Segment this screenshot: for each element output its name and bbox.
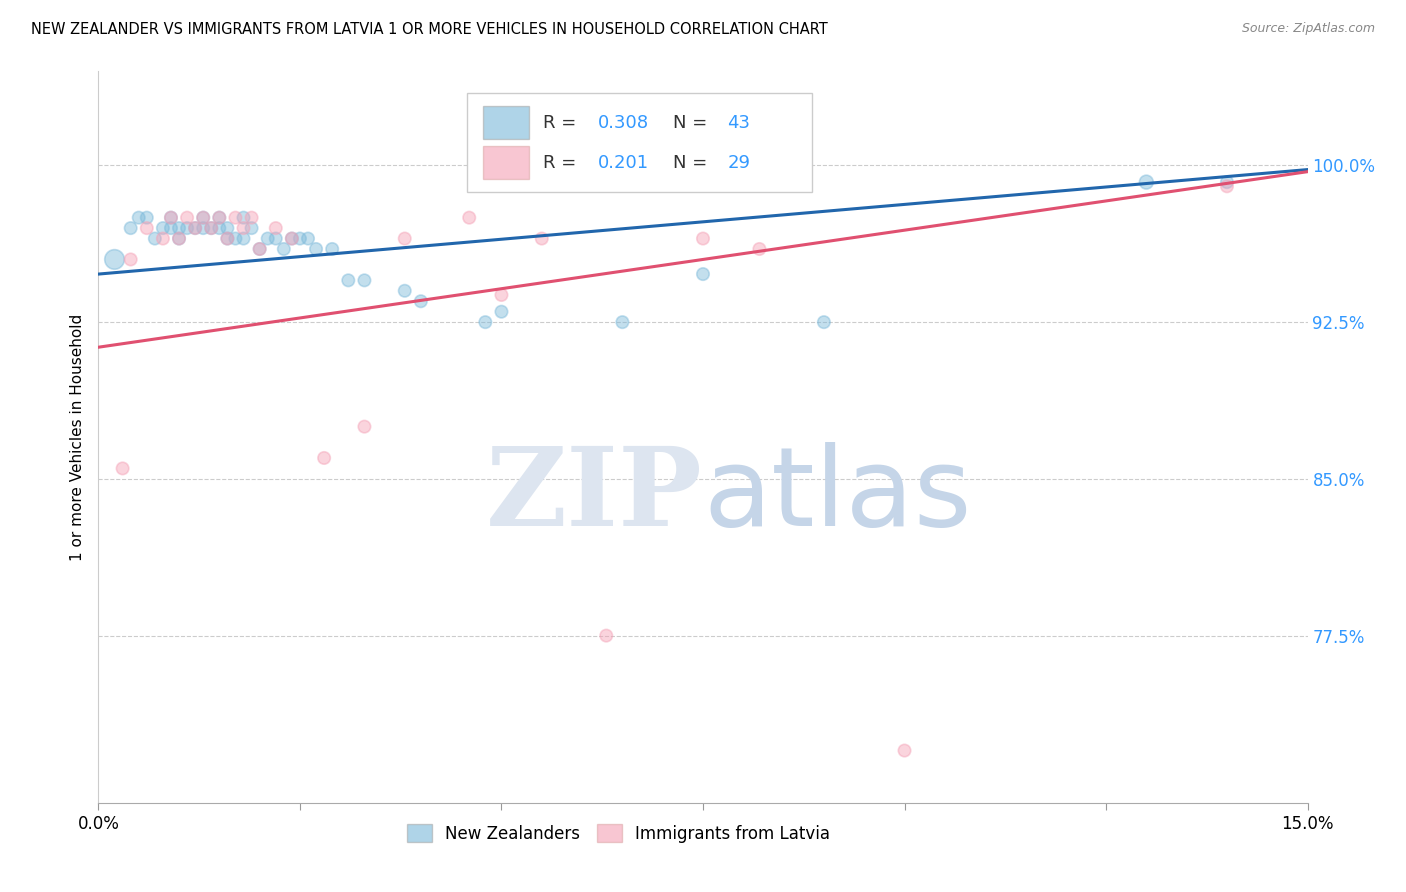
- Point: [224, 211, 246, 225]
- Point: [264, 221, 287, 235]
- Point: [135, 221, 157, 235]
- Point: [167, 231, 190, 245]
- Point: [240, 211, 263, 225]
- Point: [184, 221, 207, 235]
- Point: [1216, 175, 1239, 189]
- Point: [152, 221, 174, 235]
- Text: Source: ZipAtlas.com: Source: ZipAtlas.com: [1241, 22, 1375, 36]
- Point: [111, 461, 134, 475]
- Point: [297, 231, 319, 245]
- Text: 0.308: 0.308: [598, 114, 650, 132]
- Text: 29: 29: [727, 153, 751, 172]
- Point: [208, 221, 231, 235]
- Point: [491, 288, 513, 302]
- Point: [474, 315, 496, 329]
- Point: [458, 211, 481, 225]
- Point: [530, 231, 553, 245]
- Point: [217, 221, 239, 235]
- Point: [321, 242, 343, 256]
- Point: [748, 242, 770, 256]
- Point: [120, 252, 142, 267]
- Point: [1216, 179, 1239, 194]
- Y-axis label: 1 or more Vehicles in Household: 1 or more Vehicles in Household: [69, 313, 84, 561]
- Text: ZIP: ZIP: [486, 442, 703, 549]
- Point: [264, 231, 287, 245]
- Point: [893, 743, 915, 757]
- FancyBboxPatch shape: [482, 106, 529, 139]
- Point: [249, 242, 271, 256]
- Point: [612, 315, 634, 329]
- Text: R =: R =: [543, 153, 582, 172]
- Point: [232, 211, 254, 225]
- Point: [692, 231, 714, 245]
- Point: [232, 231, 254, 245]
- Point: [595, 629, 617, 643]
- Point: [240, 221, 263, 235]
- Point: [193, 211, 215, 225]
- Point: [120, 221, 142, 235]
- Point: [176, 221, 198, 235]
- Point: [208, 211, 231, 225]
- Point: [281, 231, 304, 245]
- Text: atlas: atlas: [703, 442, 972, 549]
- Point: [394, 231, 416, 245]
- Point: [353, 273, 375, 287]
- Point: [167, 231, 190, 245]
- Point: [305, 242, 328, 256]
- Point: [217, 231, 239, 245]
- Point: [409, 294, 432, 309]
- Point: [193, 221, 215, 235]
- Point: [1135, 175, 1157, 189]
- FancyBboxPatch shape: [482, 146, 529, 179]
- Point: [217, 231, 239, 245]
- Point: [692, 267, 714, 281]
- Point: [160, 211, 183, 225]
- Point: [143, 231, 166, 245]
- Point: [160, 211, 183, 225]
- Point: [491, 304, 513, 318]
- Point: [152, 231, 174, 245]
- Text: NEW ZEALANDER VS IMMIGRANTS FROM LATVIA 1 OR MORE VEHICLES IN HOUSEHOLD CORRELAT: NEW ZEALANDER VS IMMIGRANTS FROM LATVIA …: [31, 22, 828, 37]
- Point: [160, 221, 183, 235]
- Point: [353, 419, 375, 434]
- Point: [200, 221, 222, 235]
- Text: N =: N =: [672, 114, 713, 132]
- Point: [249, 242, 271, 256]
- Point: [208, 211, 231, 225]
- Text: N =: N =: [672, 153, 713, 172]
- Point: [281, 231, 304, 245]
- Point: [232, 221, 254, 235]
- Text: 0.201: 0.201: [598, 153, 650, 172]
- Point: [813, 315, 835, 329]
- Point: [273, 242, 295, 256]
- Text: R =: R =: [543, 114, 582, 132]
- Point: [288, 231, 311, 245]
- Point: [167, 221, 190, 235]
- FancyBboxPatch shape: [467, 94, 811, 192]
- Point: [224, 231, 246, 245]
- Point: [135, 211, 157, 225]
- Point: [314, 450, 336, 465]
- Point: [256, 231, 278, 245]
- Text: 43: 43: [727, 114, 751, 132]
- Legend: New Zealanders, Immigrants from Latvia: New Zealanders, Immigrants from Latvia: [401, 818, 837, 849]
- Point: [128, 211, 150, 225]
- Point: [337, 273, 360, 287]
- Point: [184, 221, 207, 235]
- Point: [176, 211, 198, 225]
- Point: [103, 252, 125, 267]
- Point: [200, 221, 222, 235]
- Point: [394, 284, 416, 298]
- Point: [193, 211, 215, 225]
